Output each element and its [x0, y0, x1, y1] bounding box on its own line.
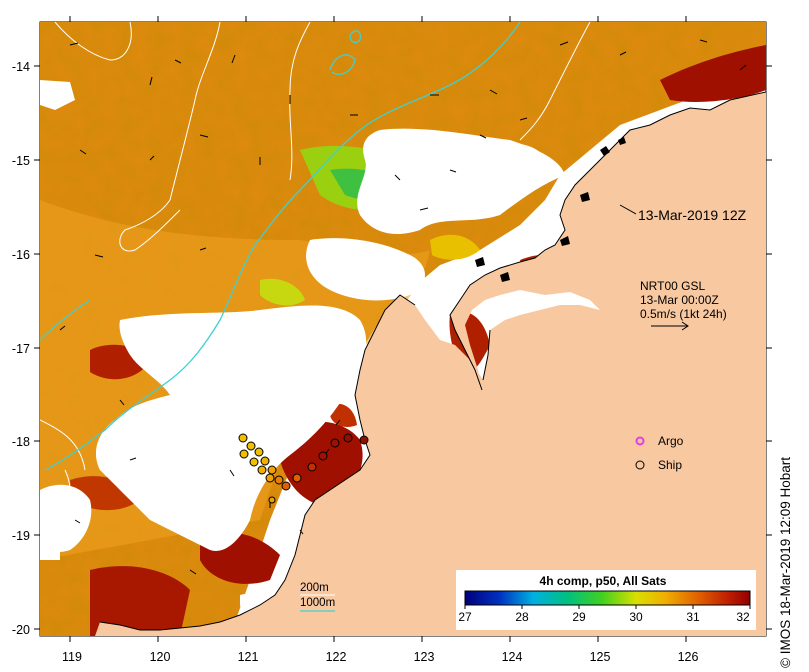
cloud-mask	[40, 80, 565, 618]
y-tick-label: -15	[12, 154, 30, 168]
x-tick-label: 122	[326, 650, 347, 664]
colorbar-tick: 27	[458, 610, 472, 624]
y-tick-label: -16	[12, 248, 30, 262]
land	[95, 91, 766, 636]
timestamp-label: 13-Mar-2019 12Z	[638, 207, 747, 223]
y-tick-label: -17	[12, 342, 30, 356]
contour-200m	[40, 22, 591, 511]
colorbar-tick: 28	[515, 610, 529, 624]
contour-1000-label: 1000m	[300, 597, 335, 609]
axis-ticks	[34, 16, 772, 642]
x-tick-labels: 119 120 121 122 123 124 125 126	[62, 650, 698, 664]
current-vectors	[59, 39, 747, 575]
x-tick-label: 120	[150, 650, 171, 664]
colorbar: 4h comp, p50, All Sats 27 28 29 30 31 32	[456, 570, 756, 630]
colorbar-tick: 31	[686, 610, 700, 624]
colorbar-title: 4h comp, p50, All Sats	[540, 574, 667, 588]
y-tick-label: -19	[12, 529, 30, 543]
colorbar-tick: 32	[736, 610, 750, 624]
x-tick-label: 119	[62, 650, 82, 664]
timestamp-pointer	[619, 204, 637, 215]
contour-200-label: 200m	[300, 582, 329, 594]
colorbar-tick: 30	[629, 610, 643, 624]
ship-legend-symbol	[635, 460, 645, 470]
x-tick-label: 121	[238, 650, 259, 664]
current-info-line3: 0.5m/s (1kt 24h)	[640, 307, 727, 321]
credit-container: © IMOS 18-Mar-2019 12:09 Hobart	[776, 392, 796, 668]
y-tick-label: -14	[12, 60, 30, 74]
x-tick-label: 123	[414, 650, 435, 664]
y-tick-label: -18	[12, 435, 30, 449]
y-tick-labels: -14 -15 -16 -17 -18 -19 -20	[12, 60, 30, 637]
ship-legend-label: Ship	[658, 458, 682, 472]
y-tick-label: -20	[12, 623, 30, 637]
x-tick-label: 125	[590, 650, 611, 664]
x-tick-label: 124	[502, 650, 523, 664]
credit-text: © IMOS 18-Mar-2019 12:09 Hobart	[778, 456, 793, 668]
current-info: NRT00 GSL 13-Mar 00:00Z 0.5m/s (1kt 24h)	[640, 279, 727, 331]
current-info-line1: NRT00 GSL	[640, 279, 705, 293]
colorbar-tick: 29	[572, 610, 586, 624]
ship-observations	[238, 433, 369, 504]
colorbar-ramp	[464, 590, 751, 606]
obs-legend: Argo Ship	[635, 434, 684, 472]
contour-1000m	[40, 22, 521, 471]
current-scale-arrow	[651, 321, 689, 331]
argo-legend-symbol	[635, 436, 645, 446]
contour-legend: 200m 1000m	[300, 582, 335, 612]
x-tick-label: 126	[678, 650, 699, 664]
argo-legend-label: Argo	[658, 434, 684, 448]
current-info-line2: 13-Mar 00:00Z	[640, 293, 719, 307]
